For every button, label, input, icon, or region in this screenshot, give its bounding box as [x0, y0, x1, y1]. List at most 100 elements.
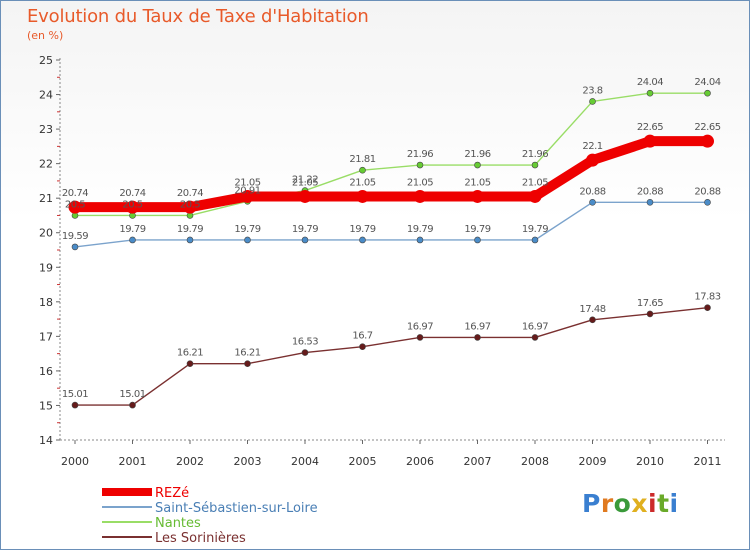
data-point [186, 360, 194, 367]
x-tick-label: 2003 [234, 455, 262, 468]
y-tick-label: 15 [39, 399, 53, 412]
data-label: 22.65 [694, 122, 720, 133]
y-tick-label: 16 [39, 365, 53, 378]
data-point [586, 153, 599, 167]
data-label: 16.53 [292, 337, 318, 348]
data-point [356, 189, 369, 203]
data-point [528, 189, 542, 203]
series-line [74, 306, 709, 406]
x-tick-label: 2000 [61, 455, 89, 468]
data-label: 19.79 [119, 224, 145, 235]
chart-title: Evolution du Taux de Taxe d'Habitation [27, 6, 369, 27]
y-tick-label: 20 [39, 227, 53, 240]
data-label: 20.74 [119, 188, 145, 199]
x-tick-label: 2001 [119, 455, 147, 468]
data-point [413, 189, 427, 203]
x-tick-label: 2002 [176, 455, 204, 468]
legend-label: Les Sorinières [155, 531, 246, 546]
data-point [183, 200, 197, 214]
data-point [241, 189, 254, 203]
legend-label: Saint-Sébastien-sur-Loire [155, 501, 318, 516]
data-label: 17.65 [637, 298, 663, 309]
data-label: 16.97 [464, 321, 490, 332]
data-point [359, 343, 366, 351]
data-label: 19.79 [522, 224, 548, 235]
data-point [129, 401, 136, 409]
x-tick-label: 2011 [694, 455, 722, 468]
data-point [416, 161, 424, 169]
data-point [704, 199, 711, 206]
series-lines [70, 92, 713, 406]
data-label: 20.5 [65, 199, 85, 210]
data-label: 17.48 [579, 304, 605, 315]
data-label: 16.21 [234, 348, 260, 359]
data-point [71, 243, 79, 251]
y-tick-label: 14 [39, 434, 53, 447]
data-label: 15.01 [62, 389, 88, 400]
x-tick-label: 2006 [406, 455, 434, 468]
data-label: 20.88 [637, 186, 663, 197]
legend-label: REZé [155, 486, 189, 501]
y-tick-label: 22 [39, 158, 53, 171]
data-point [186, 236, 194, 244]
logo-letter: r [600, 489, 614, 518]
data-point [71, 401, 79, 409]
data-point [416, 334, 424, 341]
data-label: 21.05 [234, 177, 260, 188]
data-point [531, 236, 539, 244]
logo-letter: i [669, 489, 679, 518]
data-point [244, 236, 251, 244]
data-point [646, 199, 654, 206]
data-point [471, 189, 484, 203]
data-label: 19.79 [292, 224, 318, 235]
data-label: 16.97 [522, 321, 548, 332]
legend-label: Nantes [155, 516, 201, 531]
data-label: 16.21 [177, 348, 203, 359]
data-label: 20.74 [177, 188, 203, 199]
data-label: 16.97 [407, 321, 433, 332]
data-label: 21.96 [464, 149, 490, 160]
data-point [531, 161, 539, 169]
y-tick-label: 24 [39, 89, 53, 102]
data-point [129, 236, 136, 244]
x-tick-label: 2007 [464, 455, 492, 468]
data-point [646, 89, 654, 97]
data-point [68, 200, 82, 214]
data-point [301, 236, 309, 244]
data-point [531, 334, 539, 341]
data-label: 19.79 [407, 224, 433, 235]
axes: 14 15 16 17 18 19 20 21 22 23 24 25 2000 2001 2002 2003… [39, 54, 725, 468]
data-label: 21.96 [522, 149, 548, 160]
y-tick-label: 23 [39, 123, 53, 136]
data-point [359, 236, 366, 244]
data-label: 20.5 [180, 199, 200, 210]
data-label: 19.79 [464, 224, 490, 235]
series-markers [68, 89, 714, 409]
data-point [416, 236, 424, 244]
data-point [126, 200, 139, 214]
proxiti-logo: Proxiti [582, 489, 679, 518]
data-label: 20.5 [122, 199, 142, 210]
data-label: 21.05 [292, 177, 318, 188]
y-tick-label: 18 [39, 296, 53, 309]
data-point [244, 360, 251, 367]
data-label: 21.05 [464, 177, 490, 188]
data-point [474, 161, 481, 169]
data-label: 17.83 [694, 292, 720, 303]
y-tick-label: 25 [39, 54, 53, 67]
series-line [70, 136, 713, 213]
data-label: 23.8 [582, 85, 602, 96]
y-tick-label: 19 [39, 261, 53, 274]
logo-letter: i [648, 489, 658, 518]
data-point [589, 316, 596, 324]
data-label: 19.79 [349, 224, 375, 235]
data-label: 21.05 [407, 177, 433, 188]
data-label: 16.7 [352, 331, 372, 342]
series-line [74, 92, 709, 217]
data-label: 22.1 [582, 141, 602, 152]
x-tick-label: 2008 [521, 455, 549, 468]
y-tick-label: 21 [39, 192, 53, 205]
